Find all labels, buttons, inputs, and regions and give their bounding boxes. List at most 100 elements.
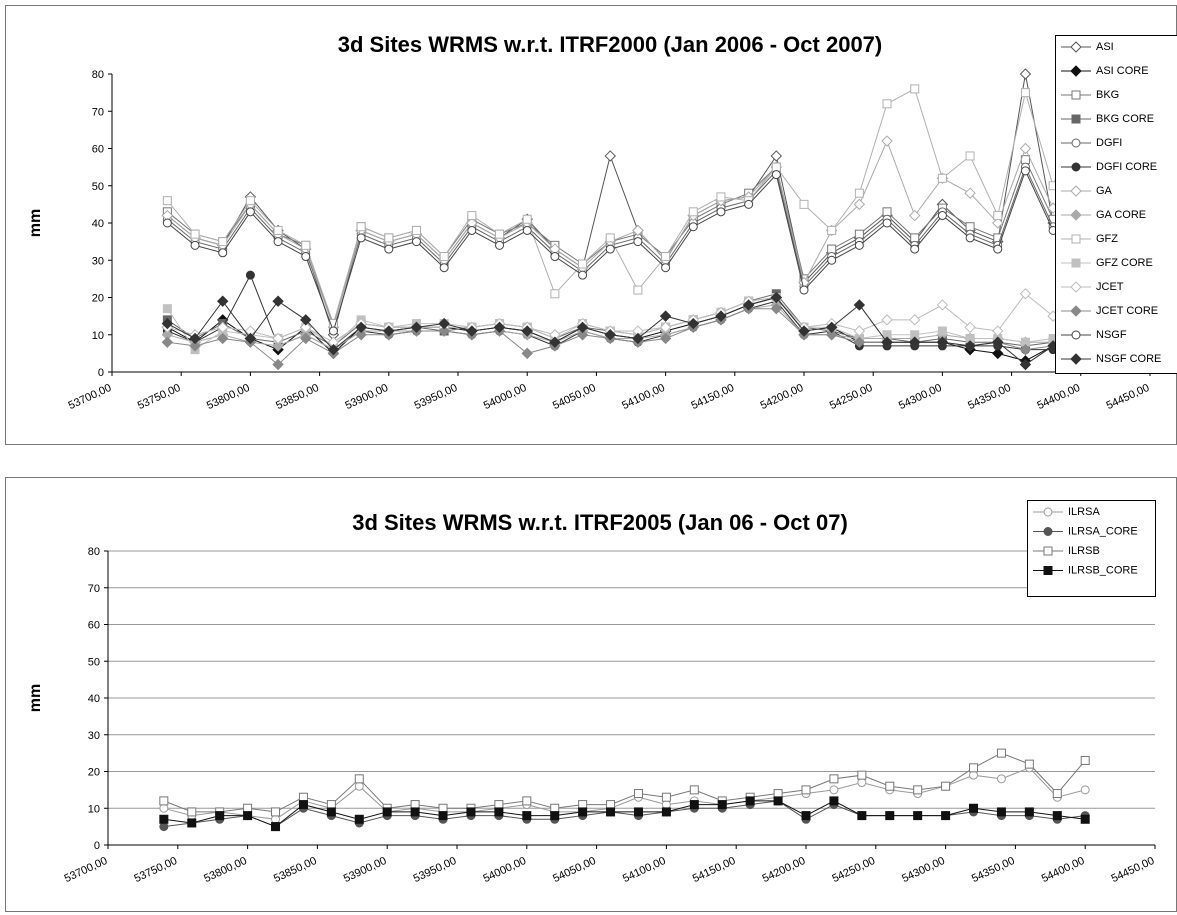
marker [438, 803, 448, 813]
marker [495, 229, 505, 239]
marker [996, 748, 1006, 758]
y-tick-label: 10 [88, 803, 100, 815]
marker [439, 263, 449, 273]
marker [1071, 114, 1081, 124]
marker [190, 240, 200, 250]
marker [1020, 88, 1030, 98]
chart-title: 3d Sites WRMS w.r.t. ITRF2000 (Jan 2006 … [338, 32, 883, 57]
marker [382, 807, 392, 817]
marker [964, 187, 976, 199]
marker [1019, 343, 1032, 356]
marker [882, 207, 892, 217]
marker [604, 150, 616, 162]
marker [825, 329, 838, 341]
marker [992, 325, 1004, 337]
legend-label: DGFI [1096, 137, 1122, 149]
marker [633, 237, 643, 247]
marker [245, 207, 255, 217]
y-tick-label: 0 [98, 367, 104, 379]
marker [604, 329, 616, 341]
y-axis-title: mm [27, 684, 44, 712]
marker [857, 811, 867, 821]
marker [993, 244, 1003, 254]
marker [1070, 41, 1082, 53]
marker [467, 225, 477, 235]
marker [522, 225, 532, 235]
y-tick-label: 70 [92, 106, 104, 118]
marker [1070, 209, 1082, 221]
marker [1070, 65, 1082, 77]
marker [355, 329, 367, 341]
marker [771, 170, 781, 180]
marker [688, 207, 698, 217]
marker [633, 789, 643, 799]
marker [773, 796, 783, 806]
legend-label: NSGF [1096, 329, 1127, 341]
marker [1071, 258, 1081, 268]
marker [1024, 807, 1034, 817]
marker [1070, 281, 1082, 293]
marker [853, 325, 866, 337]
marker [829, 796, 839, 806]
marker [217, 295, 229, 307]
marker [326, 807, 336, 817]
marker [578, 259, 588, 269]
y-tick-label: 50 [88, 656, 100, 668]
marker [964, 340, 976, 352]
marker [384, 244, 394, 254]
legend-label: GA CORE [1096, 209, 1146, 221]
marker [969, 770, 979, 780]
marker [162, 196, 172, 206]
legend-label: BKG CORE [1096, 113, 1154, 125]
marker [771, 162, 781, 172]
series-line [167, 169, 1082, 333]
marker [410, 807, 420, 817]
marker [965, 233, 975, 243]
marker [301, 252, 311, 262]
marker [522, 214, 532, 224]
marker [189, 332, 201, 345]
y-tick-label: 60 [88, 620, 100, 632]
legend-label: ILRSA [1068, 506, 1100, 518]
marker [854, 240, 864, 250]
marker [799, 285, 809, 295]
marker [300, 332, 312, 345]
marker [549, 336, 561, 348]
marker [857, 770, 867, 780]
series-line [167, 304, 1081, 351]
marker [801, 785, 811, 795]
legend-label: GA [1096, 185, 1113, 197]
marker [187, 807, 197, 817]
marker [910, 244, 920, 254]
y-tick-label: 40 [88, 693, 100, 705]
marker [245, 270, 255, 280]
marker [605, 233, 615, 243]
chart-title: 3d Sites WRMS w.r.t. ITRF2005 (Jan 06 - … [352, 510, 848, 535]
marker [770, 291, 783, 304]
marker [992, 217, 1004, 229]
series-line [167, 139, 1082, 329]
marker [466, 807, 476, 817]
legend-label: GFZ [1096, 233, 1118, 245]
y-tick-label: 60 [92, 144, 104, 156]
marker [941, 781, 951, 791]
marker [882, 99, 892, 109]
y-tick-label: 20 [88, 767, 100, 779]
marker [1024, 759, 1034, 769]
marker [633, 285, 643, 295]
series-line [167, 88, 1082, 326]
marker [410, 800, 420, 810]
marker [913, 785, 923, 795]
marker [827, 255, 837, 265]
marker [632, 332, 644, 345]
marker [272, 332, 284, 345]
marker [745, 796, 755, 806]
marker [827, 244, 837, 254]
marker [522, 811, 532, 821]
marker [992, 336, 1004, 348]
marker [271, 814, 281, 824]
marker [522, 796, 532, 806]
marker [882, 218, 892, 228]
marker [272, 358, 284, 371]
chart-frame [5, 5, 1177, 445]
